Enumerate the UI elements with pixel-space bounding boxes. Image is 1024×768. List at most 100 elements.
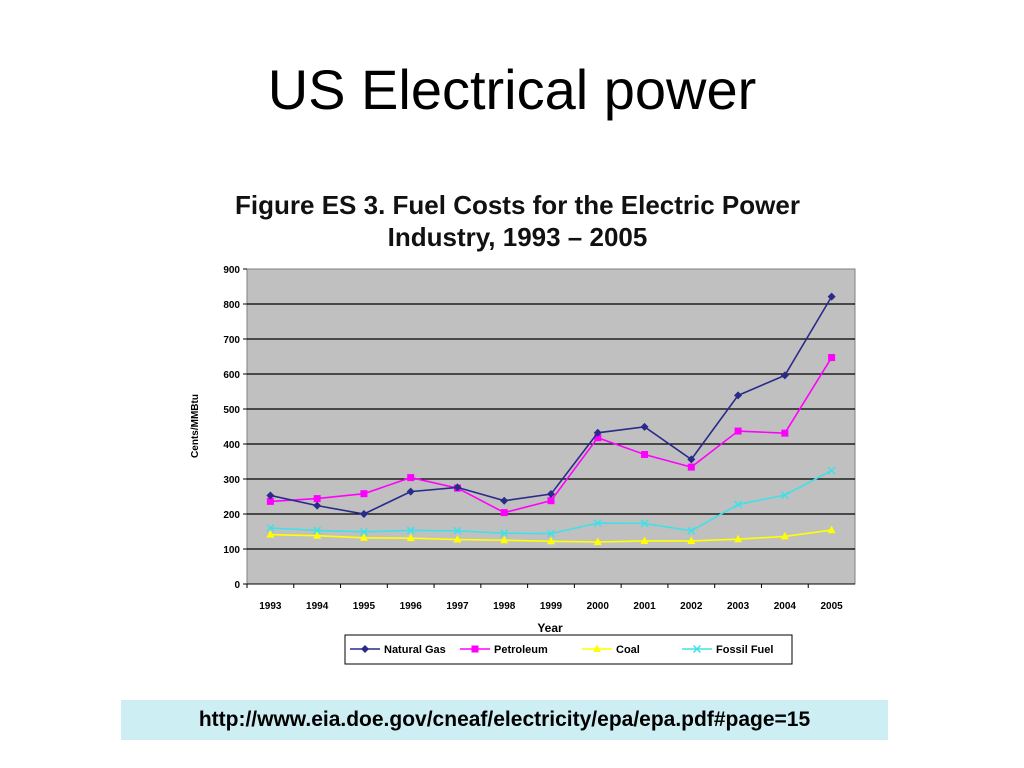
natural-gas-point-2005	[827, 292, 836, 301]
petroleum-point-1998	[500, 509, 508, 517]
coal-point-1996	[406, 533, 415, 542]
y-tick-label-300: 300	[223, 475, 240, 486]
slide-title: US Electrical power	[267, 58, 757, 121]
coal-point-1995	[359, 533, 368, 541]
x-tick-label-1996: 1996	[400, 601, 423, 612]
x-tick-label-2002: 2002	[680, 601, 703, 612]
legend-label-coal: Coal	[616, 644, 640, 656]
legend: Natural Gas Petroleum Coal Fossil Fuel	[344, 634, 793, 665]
natural-gas-point-2002	[687, 455, 696, 464]
y-tick-label-800: 800	[223, 300, 240, 311]
fossil-fuel-point-1997	[453, 526, 462, 535]
coal-point-1994	[313, 531, 322, 539]
legend-label-petroleum: Petroleum	[494, 644, 548, 656]
y-tick-label-100: 100	[223, 545, 240, 556]
petroleum-point-1999	[547, 497, 555, 505]
x-tick-label-2005: 2005	[820, 601, 843, 612]
y-tick-label-900: 900	[223, 265, 240, 276]
natural-gas-point-2003	[734, 391, 743, 400]
x-tick-label-1997: 1997	[446, 601, 469, 612]
fossil-fuel-point-2004	[780, 491, 789, 500]
legend-marker-petroleum	[471, 645, 479, 653]
y-tick-label-700: 700	[223, 335, 240, 346]
coal-point-1993	[266, 530, 275, 538]
y-axis-ticks: 0 100 200 300 400 500 600 700 800 900	[223, 265, 247, 591]
natural-gas-point-2004	[780, 371, 789, 380]
fossil-fuel-point-1999	[546, 529, 556, 538]
y-tick-label-0: 0	[234, 580, 240, 591]
series-natural-gas	[266, 292, 836, 518]
series-fossil-fuel	[266, 466, 836, 538]
fossil-fuel-point-1995	[359, 527, 368, 536]
y-tick-label-600: 600	[223, 370, 240, 381]
y-axis-label: Cents/MMBtu	[190, 394, 201, 458]
coal-point-2005	[827, 525, 836, 534]
chart-title-line-2: Industry, 1993 – 2005	[387, 221, 648, 252]
coal-point-2002	[687, 536, 696, 544]
petroleum-point-2003	[734, 427, 742, 435]
coal-point-2001	[640, 536, 649, 544]
x-tick-label-1994: 1994	[306, 601, 329, 612]
source-link-box[interactable]: http://www.eia.doe.gov/cneaf/electricity…	[121, 700, 888, 740]
coal-point-1999	[547, 536, 555, 545]
series-lines	[266, 292, 836, 545]
natural-gas-point-2000	[593, 428, 602, 437]
petroleum-point-1993	[266, 497, 274, 505]
fossil-fuel-point-1993	[266, 523, 275, 533]
x-tick-label-1999: 1999	[540, 601, 563, 612]
x-tick-label-2003: 2003	[727, 601, 750, 612]
x-tick-label-1995: 1995	[353, 601, 376, 612]
legend-marker-natural-gas	[361, 645, 369, 653]
natural-gas-point-1999	[547, 490, 555, 499]
coal-point-2003	[734, 534, 743, 543]
legend-marker-fossil-fuel	[692, 644, 702, 654]
chart-title: Figure ES 3. Fuel Costs for the Electric…	[170, 190, 865, 253]
coal-point-1997	[453, 535, 462, 543]
gridlines	[247, 303, 855, 550]
petroleum-point-1994	[313, 495, 321, 503]
fossil-fuel-point-2005	[827, 466, 836, 475]
x-tick-label-1993: 1993	[259, 601, 282, 612]
legend-box	[344, 634, 793, 665]
coal-point-2004	[780, 531, 789, 540]
petroleum-point-2002	[687, 463, 695, 471]
legend-entry-natural-gas: Natural Gas	[350, 644, 446, 656]
y-tick-label-500: 500	[223, 405, 240, 416]
source-link[interactable]: http://www.eia.doe.gov/cneaf/electricity…	[198, 708, 811, 731]
chart-title-line-1: Figure ES 3. Fuel Costs for the Electric…	[235, 190, 800, 220]
natural-gas-point-1998	[500, 496, 509, 505]
natural-gas-point-1997	[453, 483, 462, 492]
petroleum-point-2005	[828, 354, 836, 362]
natural-gas-point-1993	[266, 491, 275, 500]
natural-gas-point-1996	[406, 487, 415, 496]
fossil-fuel-point-2002	[687, 526, 696, 535]
x-axis-label: Year	[537, 621, 563, 635]
fossil-fuel-point-2001	[640, 519, 649, 528]
fossil-fuel-point-2003	[734, 500, 743, 509]
coal-point-2000	[593, 537, 602, 545]
series-coal	[266, 525, 836, 545]
x-axis-ticks: 1993 1994 1995 1996 1997 1998 1999 2000 2001 2002…	[246, 583, 855, 612]
x-tick-label-2000: 2000	[587, 601, 610, 612]
petroleum-point-1995	[360, 490, 368, 498]
legend-entry-coal: Coal	[582, 644, 640, 656]
petroleum-point-2000	[594, 434, 602, 442]
natural-gas-point-1994	[313, 501, 322, 510]
fossil-fuel-point-1994	[313, 526, 322, 535]
x-tick-label-2004: 2004	[774, 601, 797, 612]
legend-entry-petroleum: Petroleum	[460, 644, 548, 656]
legend-marker-coal	[593, 644, 601, 652]
x-tick-label-2001: 2001	[633, 601, 656, 612]
x-tick-label-1998: 1998	[493, 601, 516, 612]
coal-point-1998	[500, 535, 509, 544]
y-tick-label-200: 200	[223, 510, 240, 521]
y-tick-label-400: 400	[223, 440, 240, 451]
fossil-fuel-point-1998	[500, 529, 509, 538]
legend-label-fossil-fuel: Fossil Fuel	[716, 644, 773, 656]
petroleum-point-1996	[407, 474, 415, 482]
petroleum-point-2004	[781, 429, 789, 437]
fossil-fuel-point-2000	[593, 519, 602, 528]
natural-gas-point-1995	[359, 510, 368, 518]
legend-entry-fossil-fuel: Fossil Fuel	[682, 644, 773, 656]
